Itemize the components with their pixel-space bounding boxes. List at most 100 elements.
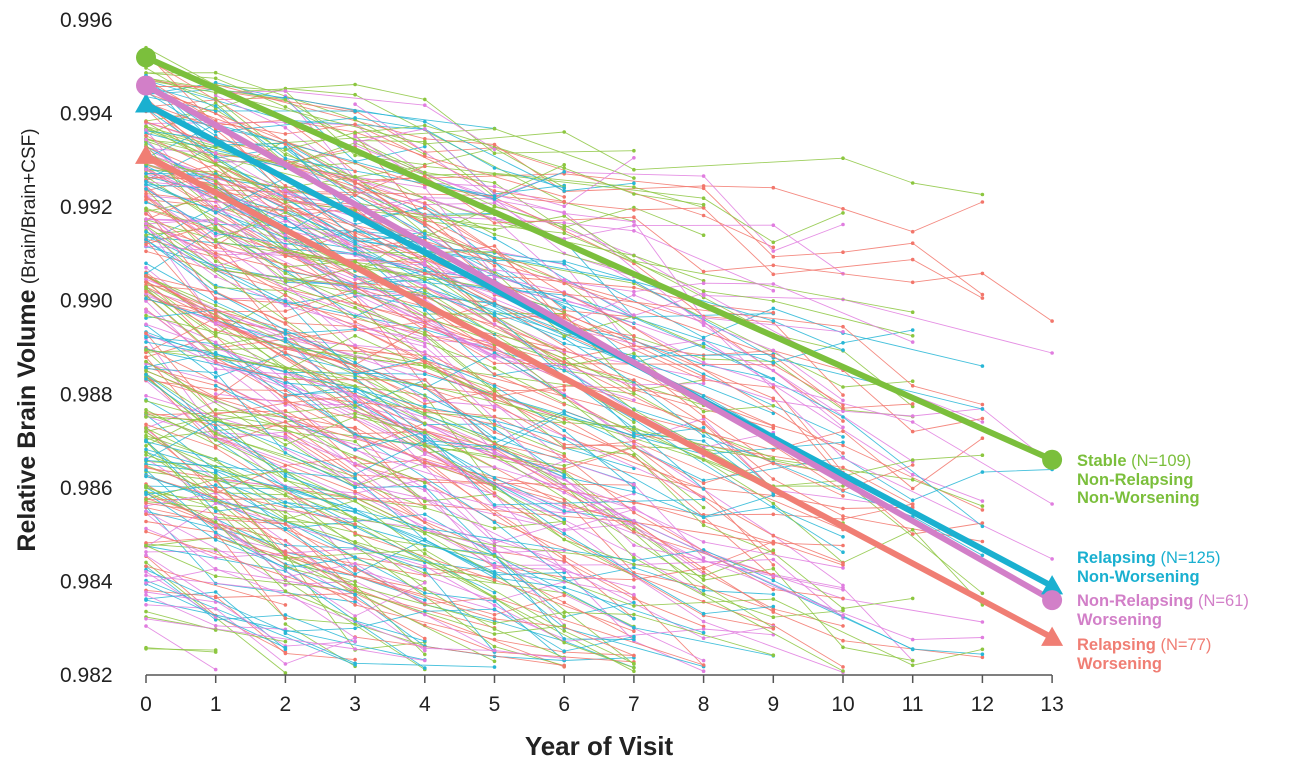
trajectory-point [144,331,148,336]
trajectory-point [144,519,148,524]
trajectory-point [632,167,636,172]
trajectory-point [213,566,218,571]
trajectory-point [283,339,288,344]
trajectory-point [283,381,288,385]
trajectory-point [492,194,497,198]
trajectory-point [283,336,288,341]
trajectory-point [353,116,357,120]
legend-rw-count: (N=77) [1156,636,1211,654]
trajectory-point [353,525,357,529]
trajectory-point [283,384,288,388]
trajectory-point [632,285,636,290]
trajectory-point [283,89,288,93]
trajectory-point [353,130,357,135]
trajectory-point [492,372,497,376]
trajectory-point [701,394,706,398]
trajectory-point [353,472,357,476]
trajectory-point [353,109,357,113]
trajectory-point [632,398,636,402]
trajectory-point [562,409,566,413]
trajectory-line [145,485,356,620]
trajectory-point [841,211,845,215]
trajectory-point [771,578,776,583]
trajectory-point [353,415,357,419]
trajectory-point [632,556,636,560]
trajectory-point [423,196,427,200]
trajectory-point [283,645,288,650]
trajectory-line [145,108,565,324]
trend-marker-non_relapsing_worsening [1042,590,1063,611]
trajectory-point [353,626,357,631]
trajectory-point [562,576,566,580]
trajectory-line [145,374,634,640]
trajectory-point [771,263,776,268]
trajectory-point [144,399,148,403]
trajectory-point [353,334,357,338]
trajectory-line [354,464,844,668]
trajectory-point [492,526,497,530]
trajectory-point [213,418,218,422]
trajectory-point [492,322,497,326]
trajectory-point [213,574,218,578]
trajectory-point [283,589,288,593]
trajectory-line [145,78,356,113]
trajectory-point [144,120,148,124]
trajectory-point [492,665,497,669]
trajectory-point [701,556,706,560]
trajectory-point [213,158,218,162]
trajectory-point [353,102,357,106]
trajectory-point [910,502,915,506]
trajectory-point [423,154,427,158]
trajectory-point [562,388,566,392]
trajectory-point [562,593,566,598]
trajectory-point [492,451,497,456]
trajectory-point [213,535,218,540]
y-tick-label: 0.986 [60,477,113,500]
trajectory-point [423,365,427,369]
trajectory-point [701,281,706,286]
trajectory-point [144,603,148,607]
trajectory-point [632,604,636,608]
trajectory-point [492,356,497,360]
trajectory-point [423,324,427,329]
trajectory-point [144,348,148,352]
trajectory-line [145,427,565,667]
trajectory-point [144,438,148,443]
trajectory-point [423,383,427,388]
trajectory-line [145,84,565,189]
trajectory-point [283,98,288,102]
trajectory-point [1050,502,1054,506]
trajectory-point [283,299,288,304]
trajectory-point [841,250,845,254]
trajectory-point [632,408,636,412]
trajectory-point [562,225,566,230]
trajectory-point [841,324,845,329]
trajectory-point [144,335,148,340]
trajectory-point [841,385,845,389]
trajectory-point [562,214,566,218]
trajectory-point [144,350,148,355]
trajectory-point [213,471,218,475]
trajectory-point [353,320,357,324]
trajectory-point [771,563,776,567]
trajectory-point [910,280,915,285]
trajectory-point [632,279,636,284]
trajectory-point [213,607,218,611]
trajectory-point [701,636,706,640]
trajectory-point [283,216,288,221]
trajectory-point [980,647,985,652]
trajectory-point [423,448,427,452]
trajectory-point [144,233,148,237]
legend-rw-line1: Worsening [1077,655,1162,673]
trajectory-point [213,206,218,211]
trajectory-point [144,191,148,196]
trajectory-point [283,233,288,238]
legend-non-relapsing-worsening: Non-Relapsing (N=61) Worsening [1077,592,1254,629]
trajectory-point [213,526,218,530]
x-tick-label: 4 [419,693,431,716]
trajectory-point [283,443,288,447]
trajectory-point [841,506,845,511]
trajectory-point [353,360,357,365]
trajectory-point [701,409,706,414]
trajectory-line [145,604,356,665]
